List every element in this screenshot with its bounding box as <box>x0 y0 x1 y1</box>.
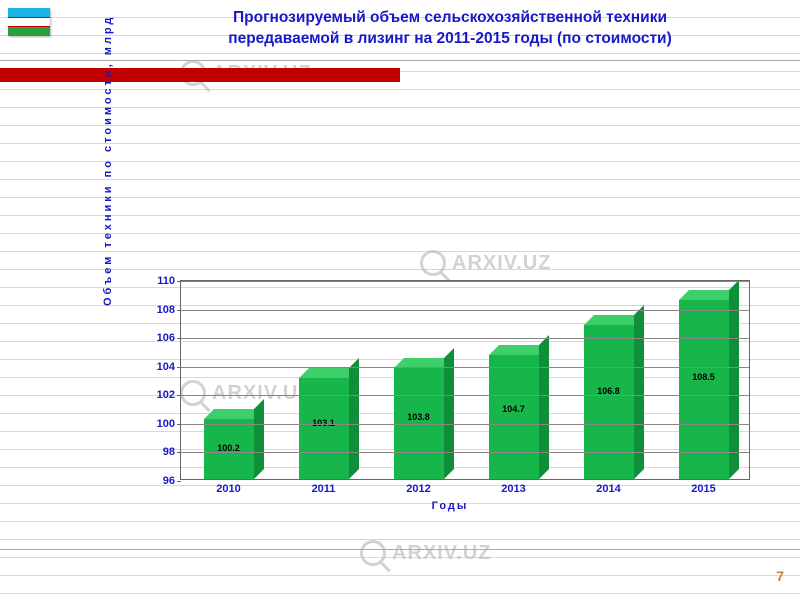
bar-value-label: 108.5 <box>679 372 729 382</box>
bar: 104.7 <box>489 355 539 479</box>
gridline <box>181 367 749 368</box>
gridline <box>181 281 749 282</box>
title-line-1: Прогнозируемый объем сельскохозяйственно… <box>233 9 667 26</box>
bar: 106.8 <box>584 325 634 479</box>
y-tick-label: 96 <box>163 475 175 487</box>
x-tick-label: 2010 <box>216 483 240 495</box>
x-tick-label: 2013 <box>501 483 525 495</box>
y-tick-label: 104 <box>157 361 175 373</box>
y-tick-label: 108 <box>157 304 175 316</box>
bar-chart: 100.2 103.1 103.8 104.7 106.8 108.5 96 98 100 10… <box>140 280 760 510</box>
gridline <box>181 395 749 396</box>
gridline <box>181 452 749 453</box>
divider-line <box>0 549 800 550</box>
bar: 103.1 <box>299 378 349 479</box>
gridline <box>181 424 749 425</box>
accent-bar <box>0 68 400 82</box>
y-tick-label: 110 <box>157 275 175 287</box>
x-axis-label: Годы <box>140 500 760 512</box>
y-tick-label: 100 <box>157 418 175 430</box>
y-tick-label: 98 <box>163 446 175 458</box>
slide-title: Прогнозируемый объем сельскохозяйственно… <box>120 8 780 50</box>
x-tick-label: 2011 <box>312 483 336 495</box>
x-tick-label: 2014 <box>596 483 620 495</box>
bar-value-label: 104.7 <box>489 404 539 414</box>
y-tick-label: 102 <box>157 389 175 401</box>
bars-container: 100.2 103.1 103.8 104.7 106.8 108.5 <box>181 281 749 479</box>
gridline <box>181 310 749 311</box>
gridline <box>181 338 749 339</box>
x-tick-label: 2012 <box>406 483 430 495</box>
title-line-2: передаваемой в лизинг на 2011-2015 годы … <box>228 30 672 47</box>
page-number: 7 <box>776 568 784 584</box>
watermark: ARXIV.UZ <box>420 250 552 276</box>
plot-area: 100.2103.1103.8104.7106.8108.5 969810010… <box>180 280 750 480</box>
bar: 100.2 <box>204 419 254 479</box>
divider-line <box>0 60 800 61</box>
uzbekistan-flag-icon <box>8 8 50 36</box>
y-tick-label: 106 <box>157 332 175 344</box>
bar-value-label: 103.8 <box>394 412 444 422</box>
x-tick-label: 2015 <box>691 483 715 495</box>
y-axis-label: Объем техники по стоимости, млрд <box>102 0 114 320</box>
watermark: ARXIV.UZ <box>360 540 492 566</box>
